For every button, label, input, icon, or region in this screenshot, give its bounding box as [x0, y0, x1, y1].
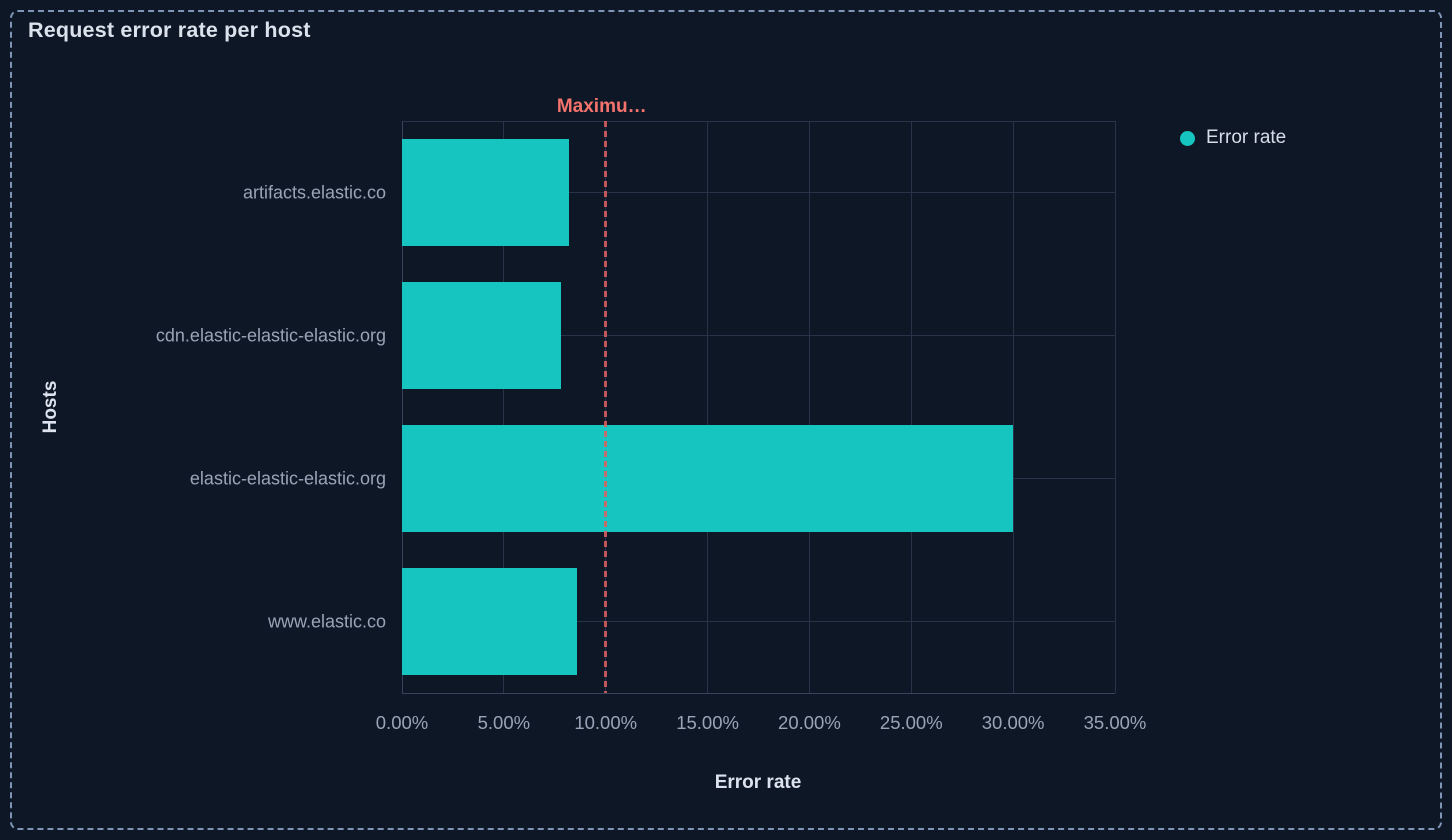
x-tick-label: 5.00% [477, 712, 531, 733]
x-gridline [1114, 121, 1116, 693]
x-tick-label: 35.00% [1083, 712, 1147, 733]
legend-swatch-icon [1180, 130, 1195, 146]
category-label: artifacts.elastic.co [242, 182, 386, 202]
x-axis-title: Error rate [714, 772, 802, 793]
x-tick-label: 15.00% [676, 712, 739, 733]
bar[interactable] [402, 568, 578, 675]
y-gridline [402, 192, 1115, 193]
x-tick-label: 10.00% [574, 712, 638, 733]
x-tick-label: 25.00% [879, 712, 943, 733]
legend-item-error-rate[interactable]: Error rate [1180, 127, 1286, 149]
category-label: elastic-elastic-elastic.org [189, 468, 386, 488]
bar[interactable] [402, 282, 561, 389]
chart-title: Request error rate per host [28, 18, 311, 42]
category-label: cdn.elastic-elastic-elastic.org [155, 325, 386, 345]
y-gridline [402, 121, 1115, 122]
bar[interactable] [402, 139, 570, 246]
x-gridline [910, 121, 912, 693]
y-gridline [402, 621, 1115, 622]
y-axis-title: Hosts [40, 380, 61, 434]
x-gridline [1012, 121, 1014, 693]
x-gridline [808, 121, 810, 693]
x-tick-label: 30.00% [981, 712, 1045, 733]
x-gridline [707, 121, 709, 693]
y-axis-line [402, 121, 403, 693]
x-gridline [503, 121, 505, 693]
annotation-label: Maximu… [556, 96, 647, 117]
x-tick-label: 20.00% [778, 712, 841, 733]
y-gridline [402, 335, 1115, 336]
x-axis-line [402, 693, 1115, 694]
annotation-threshold-line [604, 121, 608, 693]
x-tick-label: 0.00% [375, 712, 429, 733]
bar[interactable] [402, 425, 1014, 532]
category-label: www.elastic.co [267, 611, 386, 631]
legend-label: Error rate [1206, 127, 1287, 148]
